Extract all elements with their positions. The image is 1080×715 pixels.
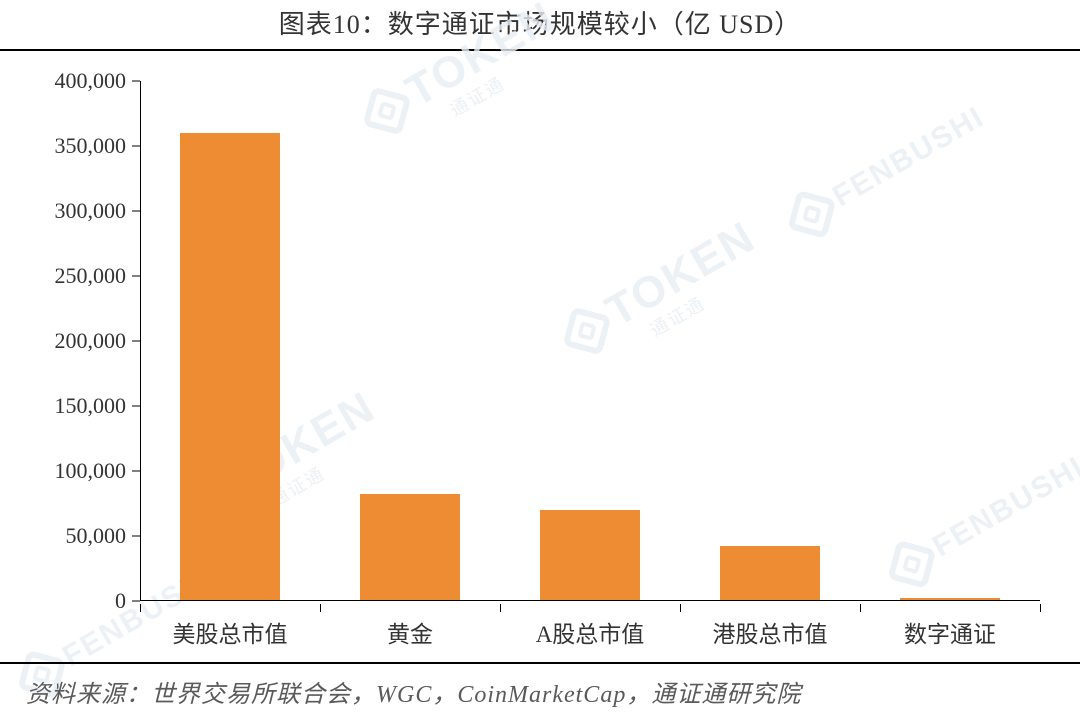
x-axis-label: 黄金 xyxy=(320,605,500,651)
x-tick-mark xyxy=(320,604,321,612)
chart-area: 0 50,000 100,000 150,000 200,000 250,000 300,0… xyxy=(30,71,1050,651)
bar-slot xyxy=(860,81,1040,601)
y-tick-label: 300,000 xyxy=(55,198,127,224)
bar xyxy=(540,510,641,601)
y-tick-label: 150,000 xyxy=(55,393,127,419)
y-tick-label: 350,000 xyxy=(55,133,127,159)
y-tick-label: 100,000 xyxy=(55,458,127,484)
plot-area xyxy=(140,81,1040,601)
bar-slot xyxy=(500,81,680,601)
bar-slot xyxy=(680,81,860,601)
y-tick-mark xyxy=(132,276,140,277)
bars-container xyxy=(140,81,1040,601)
bar xyxy=(360,494,461,601)
y-tick-label: 400,000 xyxy=(55,68,127,94)
y-tick-mark xyxy=(132,601,140,602)
source-bar: 资料来源：世界交易所联合会，WGC，CoinMarketCap，通证通研究院 xyxy=(0,662,1080,715)
y-tick-mark xyxy=(132,146,140,147)
y-tick-label: 50,000 xyxy=(66,523,127,549)
y-tick-mark xyxy=(132,536,140,537)
x-tick-mark xyxy=(680,604,681,612)
x-axis-label: A股总市值 xyxy=(500,605,680,651)
chart-title: 图表10：数字通证市场规模较小（亿 USD） xyxy=(279,10,802,39)
x-tick-mark xyxy=(500,604,501,612)
chart-title-bar: 图表10：数字通证市场规模较小（亿 USD） xyxy=(0,0,1080,51)
bar xyxy=(720,546,821,601)
y-axis: 050,000100,000150,000200,000250,000300,0… xyxy=(30,81,140,601)
y-tick-label: 250,000 xyxy=(55,263,127,289)
x-axis-labels: 美股总市值黄金A股总市值港股总市值数字通证 xyxy=(140,605,1040,651)
x-tick-mark xyxy=(140,604,141,612)
source-text: 资料来源：世界交易所联合会，WGC，CoinMarketCap，通证通研究院 xyxy=(26,682,801,708)
y-tick-mark xyxy=(132,341,140,342)
y-tick-label: 0 xyxy=(115,588,126,614)
y-tick-label: 200,000 xyxy=(55,328,127,354)
y-tick-mark xyxy=(132,471,140,472)
x-tick-mark xyxy=(1040,604,1041,612)
bar-slot xyxy=(320,81,500,601)
x-tick-mark xyxy=(860,604,861,612)
x-axis-label: 港股总市值 xyxy=(680,605,860,651)
x-axis-label: 数字通证 xyxy=(860,605,1040,651)
y-tick-mark xyxy=(132,211,140,212)
x-axis-label: 美股总市值 xyxy=(140,605,320,651)
bar xyxy=(180,133,281,601)
bar-slot xyxy=(140,81,320,601)
x-axis-line xyxy=(140,600,1040,601)
y-tick-mark xyxy=(132,81,140,82)
y-tick-mark xyxy=(132,406,140,407)
